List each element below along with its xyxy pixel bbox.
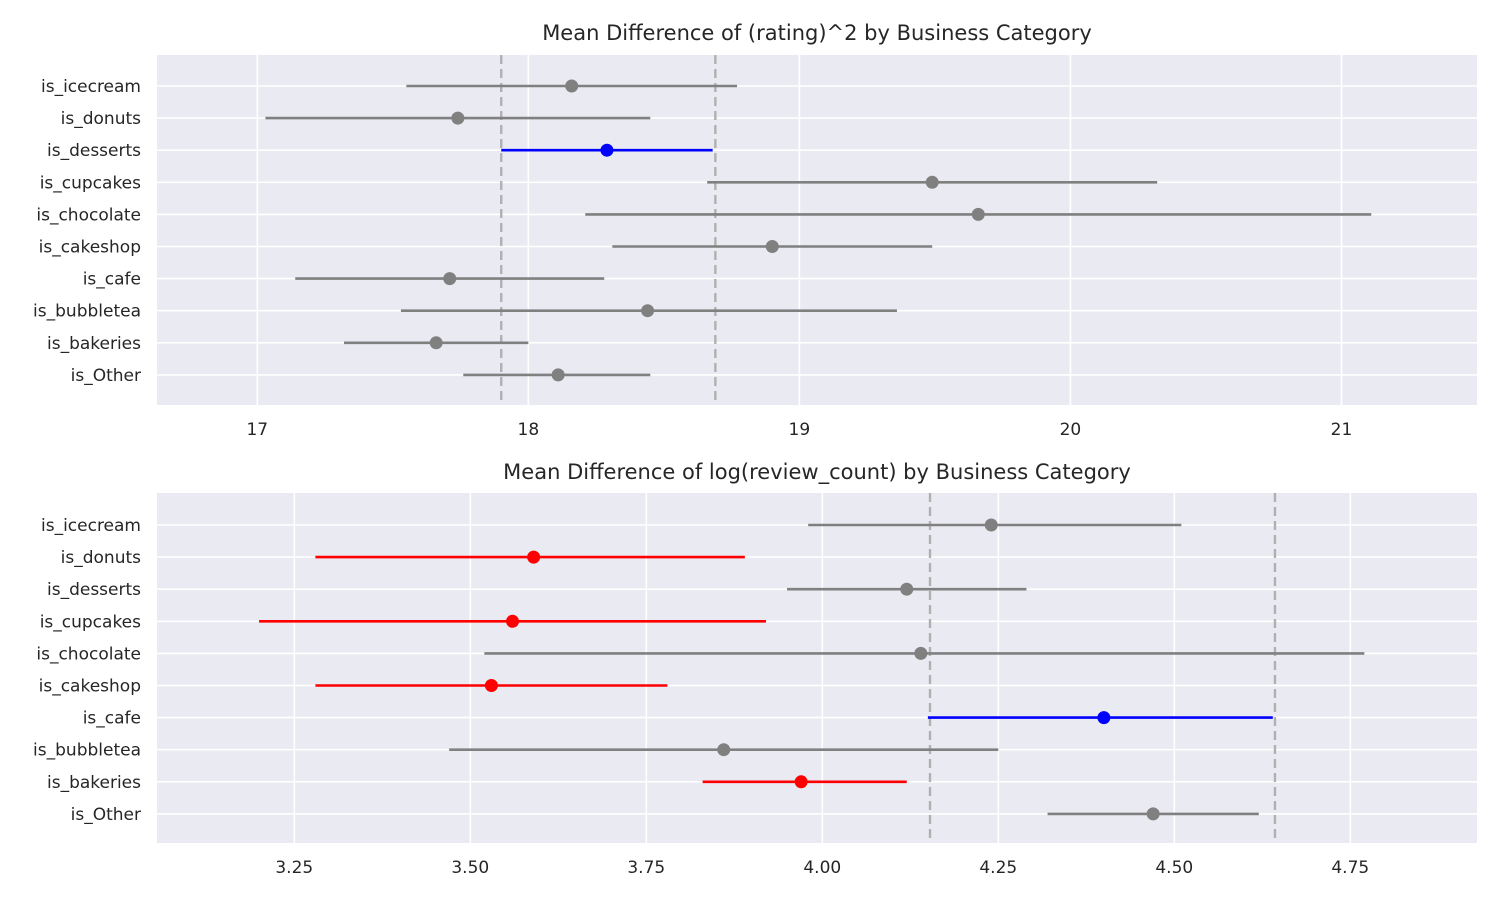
y-tick-label: is_cafe [83, 270, 141, 290]
x-tick-label: 4.00 [803, 858, 841, 878]
mean-marker-is_desserts [600, 143, 614, 157]
y-tick-label: is_desserts [47, 580, 141, 600]
x-tick-label: 17 [246, 420, 268, 440]
error-bars [259, 518, 1365, 821]
y-tick-label: is_cupcakes [40, 173, 141, 193]
y-tick-label: is_icecream [41, 516, 141, 536]
y-tick-label: is_cupcakes [40, 612, 141, 632]
y-tick-label: is_chocolate [36, 644, 141, 664]
y-tick-label: is_desserts [47, 141, 141, 161]
y-tick-label: is_cafe [83, 709, 141, 729]
y-tick-label: is_bubbletea [33, 741, 141, 761]
rating-squared-panel: is_icecream is_donuts is_desserts is_cupcak… [33, 21, 1477, 440]
x-tick-labels: 17 18 19 20 21 [246, 420, 1352, 440]
y-tick-label: is_bakeries [47, 773, 141, 793]
y-tick-label: is_icecream [41, 77, 141, 97]
y-tick-label: is_Other [71, 805, 141, 825]
x-tick-label: 21 [1331, 420, 1353, 440]
y-tick-label: is_bubbletea [33, 302, 141, 322]
mean-marker-is_bubbletea [717, 743, 731, 757]
mean-marker-is_cakeshop [765, 240, 779, 253]
x-tick-labels: 3.25 3.50 3.75 4.00 4.25 4.50 4.75 [275, 858, 1369, 878]
y-tick-label: is_cakeshop [39, 677, 141, 697]
y-tick-label: is_cakeshop [39, 238, 141, 258]
chart-title: Mean Difference of (rating)^2 by Busines… [542, 21, 1092, 45]
mean-marker-is_bubbletea [641, 304, 655, 318]
error-bars [265, 79, 1372, 382]
chart-title: Mean Difference of log(review_count) by … [503, 460, 1131, 485]
x-tick-label: 18 [518, 420, 540, 440]
mean-marker-is_chocolate [914, 646, 928, 660]
reference-lines [500, 55, 717, 405]
plot-background [157, 493, 1477, 843]
plot-background [157, 55, 1477, 405]
y-tick-label: is_donuts [61, 548, 141, 568]
mean-marker-is_donuts [451, 111, 465, 125]
log-review-count-panel: is_icecream is_donuts is_desserts is_cupcak… [33, 460, 1477, 878]
x-tick-label: 3.50 [451, 858, 489, 878]
y-tick-label: is_Other [71, 366, 141, 386]
mean-marker-is_Other [551, 368, 565, 382]
mean-marker-is_icecream [565, 79, 579, 93]
x-tick-label: 19 [789, 420, 811, 440]
mean-marker-is_cafe [443, 272, 457, 286]
mean-marker-is_cafe [1097, 711, 1111, 725]
y-tick-labels: is_icecream is_donuts is_desserts is_cupcak… [33, 77, 141, 386]
mean-marker-is_Other [1146, 807, 1160, 821]
reference-lines [928, 493, 1277, 843]
x-tick-label: 4.75 [1331, 858, 1369, 878]
mean-marker-is_cupcakes [506, 614, 520, 628]
x-tick-label: 4.50 [1155, 858, 1193, 878]
mean-marker-is_bakeries [794, 775, 808, 789]
mean-marker-is_donuts [527, 550, 541, 564]
mean-marker-is_cupcakes [925, 175, 939, 189]
mean-marker-is_desserts [900, 582, 914, 596]
y-tick-labels: is_icecream is_donuts is_desserts is_cupcak… [33, 516, 141, 825]
x-tick-label: 4.25 [979, 858, 1017, 878]
x-tick-label: 3.75 [627, 858, 665, 878]
mean-marker-is_chocolate [971, 207, 985, 221]
mean-marker-is_bakeries [429, 336, 443, 350]
y-tick-label: is_chocolate [36, 205, 141, 225]
y-tick-label: is_donuts [61, 109, 141, 129]
x-tick-label: 3.25 [275, 858, 313, 878]
mean-marker-is_icecream [984, 518, 998, 532]
x-tick-label: 20 [1060, 420, 1082, 440]
mean-marker-is_cakeshop [484, 679, 498, 692]
y-tick-label: is_bakeries [47, 334, 141, 354]
